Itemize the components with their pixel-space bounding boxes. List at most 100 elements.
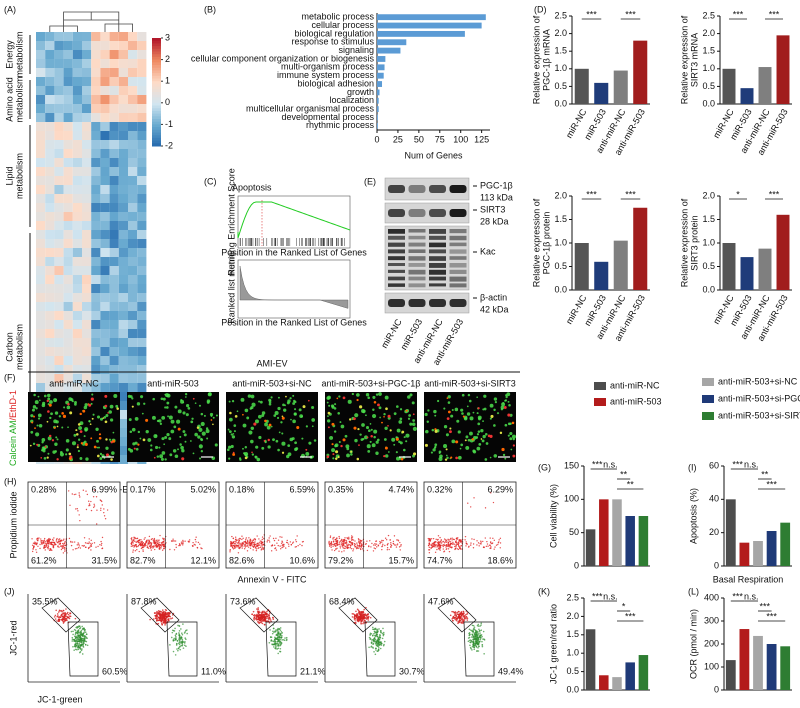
live-cell bbox=[166, 432, 170, 437]
heatmap-cell bbox=[54, 257, 64, 266]
heatmap-cell bbox=[36, 194, 46, 203]
flow-event bbox=[460, 545, 462, 547]
panel-label: (J) bbox=[4, 586, 15, 596]
flow-event bbox=[459, 548, 462, 550]
flow-event bbox=[489, 537, 491, 539]
flow-event-green bbox=[480, 629, 483, 632]
flow-event bbox=[78, 492, 80, 494]
live-cell bbox=[167, 415, 170, 418]
flow-event bbox=[44, 546, 47, 549]
heatmap-cell bbox=[109, 266, 119, 275]
blot-band bbox=[429, 299, 446, 307]
gate-percent: 60.5% bbox=[102, 666, 128, 676]
flow-event bbox=[95, 496, 98, 498]
dead-cell bbox=[447, 410, 451, 414]
bar bbox=[574, 243, 589, 290]
gate-percent: 87.8% bbox=[131, 596, 157, 606]
flow-event-green bbox=[379, 647, 382, 650]
flow-event bbox=[156, 539, 158, 541]
heatmap-cell bbox=[137, 347, 147, 356]
live-cell bbox=[383, 413, 386, 416]
heatmap-cell bbox=[63, 149, 73, 158]
live-cell bbox=[259, 400, 263, 404]
heatmap-cell bbox=[128, 59, 138, 68]
dead-cell bbox=[480, 438, 483, 440]
heatmap-cell bbox=[100, 347, 110, 356]
dead-cell bbox=[76, 446, 79, 449]
flow-event-green bbox=[478, 628, 480, 631]
flow-event bbox=[106, 509, 109, 511]
flow-event-green bbox=[473, 638, 476, 641]
colorbar-segment bbox=[152, 137, 161, 142]
live-cell bbox=[161, 415, 166, 420]
live-cell bbox=[66, 405, 71, 410]
flow-event bbox=[249, 547, 252, 549]
live-cell bbox=[375, 393, 379, 396]
flow-event-green bbox=[184, 641, 186, 643]
heatmap-cell bbox=[100, 284, 110, 293]
flow-event bbox=[130, 537, 132, 540]
heatmap-cell bbox=[118, 32, 128, 41]
heatmap-cell bbox=[63, 194, 73, 203]
live-cell bbox=[483, 394, 487, 398]
live-cell bbox=[332, 457, 335, 460]
flow-event bbox=[330, 542, 332, 544]
live-cell bbox=[384, 454, 389, 458]
live-cell bbox=[411, 422, 416, 427]
y-tick-label: 0.5 bbox=[554, 81, 567, 91]
y-tick-label: 1.5 bbox=[702, 46, 715, 56]
blot-band bbox=[429, 269, 446, 275]
live-cell bbox=[59, 452, 65, 457]
flow-event-red bbox=[163, 617, 166, 619]
bar bbox=[753, 541, 763, 566]
live-cell bbox=[507, 400, 510, 403]
flow-event bbox=[147, 539, 149, 541]
flow-event-green bbox=[373, 640, 376, 642]
live-cell bbox=[443, 425, 448, 429]
significance-label: *** bbox=[732, 591, 743, 601]
live-cell bbox=[67, 426, 69, 429]
flow-event-red bbox=[58, 620, 61, 622]
flow-event bbox=[492, 537, 494, 540]
flow-event bbox=[180, 542, 183, 545]
flow-event bbox=[134, 537, 137, 540]
flow-event bbox=[32, 548, 34, 550]
flow-event-red bbox=[272, 616, 274, 619]
flow-event bbox=[350, 547, 353, 550]
panel-label: (A) bbox=[4, 4, 16, 14]
live-cell bbox=[287, 444, 291, 448]
heatmap-cell bbox=[54, 131, 64, 140]
heatmap-cell bbox=[72, 104, 82, 113]
flow-event bbox=[347, 544, 349, 547]
flow-event bbox=[153, 539, 156, 541]
heatmap-cell bbox=[118, 185, 128, 194]
flow-event bbox=[261, 542, 263, 545]
live-cell bbox=[504, 423, 508, 427]
dead-cell bbox=[384, 446, 388, 450]
flow-event-red bbox=[67, 616, 70, 619]
heatmap-cell bbox=[72, 356, 82, 365]
flow-event bbox=[445, 546, 447, 548]
heatmap-cell bbox=[36, 320, 46, 329]
legend-label: anti-miR-503 bbox=[610, 396, 662, 406]
heatmap-cell bbox=[91, 248, 101, 257]
flow-event-green bbox=[481, 635, 483, 638]
live-cell bbox=[493, 424, 496, 427]
live-cell bbox=[84, 428, 88, 432]
significance-label: * bbox=[622, 601, 626, 611]
flow-event bbox=[281, 544, 283, 547]
live-cell bbox=[61, 426, 64, 429]
flow-event-green bbox=[276, 634, 278, 637]
heatmap-cell bbox=[36, 167, 46, 176]
heatmap-cell bbox=[128, 167, 138, 176]
flow-event-green bbox=[183, 632, 186, 634]
blot-band bbox=[388, 185, 405, 193]
heatmap-cell bbox=[137, 32, 147, 41]
heatmap-cell bbox=[54, 248, 64, 257]
flow-event bbox=[354, 545, 357, 548]
heatmap-cell bbox=[45, 293, 55, 302]
heatmap-cell bbox=[100, 311, 110, 320]
flow-event-green bbox=[178, 635, 181, 638]
legend-swatch bbox=[702, 378, 714, 386]
gate-red bbox=[437, 597, 477, 633]
